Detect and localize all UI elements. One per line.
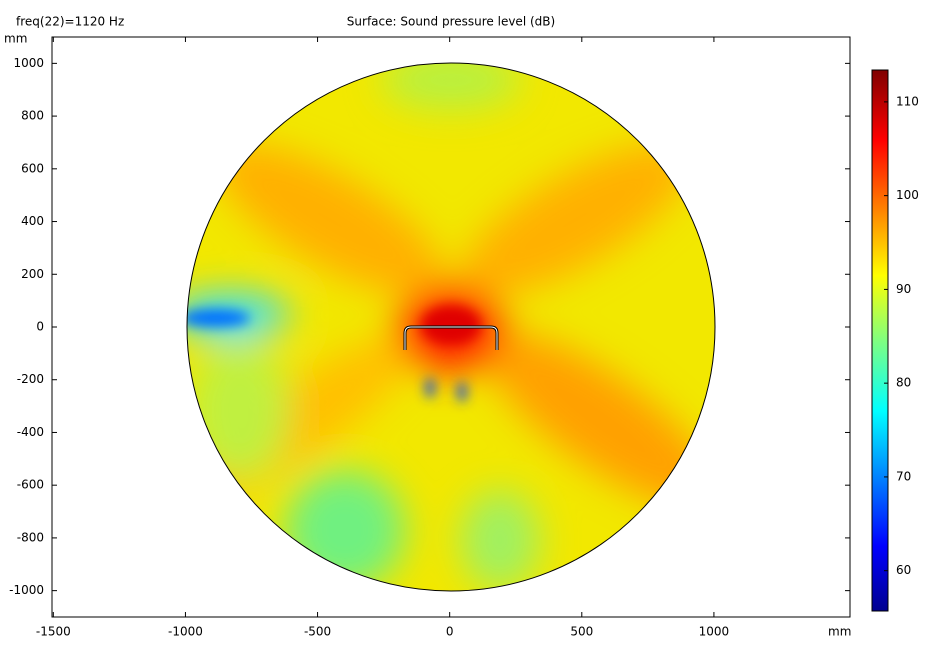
x-tick-label: 1000 (699, 625, 730, 639)
chart-title: Surface: Sound pressure level (dB) (347, 15, 555, 29)
x-tick-label: 500 (570, 625, 593, 639)
subtitle: freq(22)=1120 Hz (16, 15, 124, 29)
y-tick-label: 1000 (13, 56, 44, 70)
x-tick-label: -1000 (168, 625, 203, 639)
x-tick-label: -1500 (36, 625, 71, 639)
x-tick-label: -500 (304, 625, 331, 639)
y-tick-label: 400 (21, 214, 44, 228)
y-tick-label: -400 (17, 425, 44, 439)
colorbar-tick-label: 60 (896, 563, 911, 577)
y-tick-label: -200 (17, 372, 44, 386)
y-unit: mm (4, 32, 27, 46)
colorbar-tick-label: 110 (896, 94, 919, 108)
colorbar-tick-label: 100 (896, 188, 919, 202)
y-tick-label: -1000 (9, 583, 44, 597)
y-tick-label: 800 (21, 109, 44, 123)
x-tick-label: 0 (446, 625, 454, 639)
colorbar-tick-label: 80 (896, 376, 911, 390)
x-unit: mm (828, 625, 851, 639)
colorbar-tick-label: 70 (896, 469, 911, 483)
y-tick-label: 600 (21, 161, 44, 175)
y-tick-label: 0 (36, 320, 44, 334)
colorbar-tick-label: 90 (896, 282, 911, 296)
y-tick-label: 200 (21, 267, 44, 281)
speaker-inner (404, 326, 498, 350)
y-tick-label: -600 (17, 478, 44, 492)
colorbar (871, 69, 889, 612)
domain-boundary (186, 62, 716, 592)
sound-field (187, 63, 715, 591)
y-tick-label: -800 (17, 530, 44, 544)
